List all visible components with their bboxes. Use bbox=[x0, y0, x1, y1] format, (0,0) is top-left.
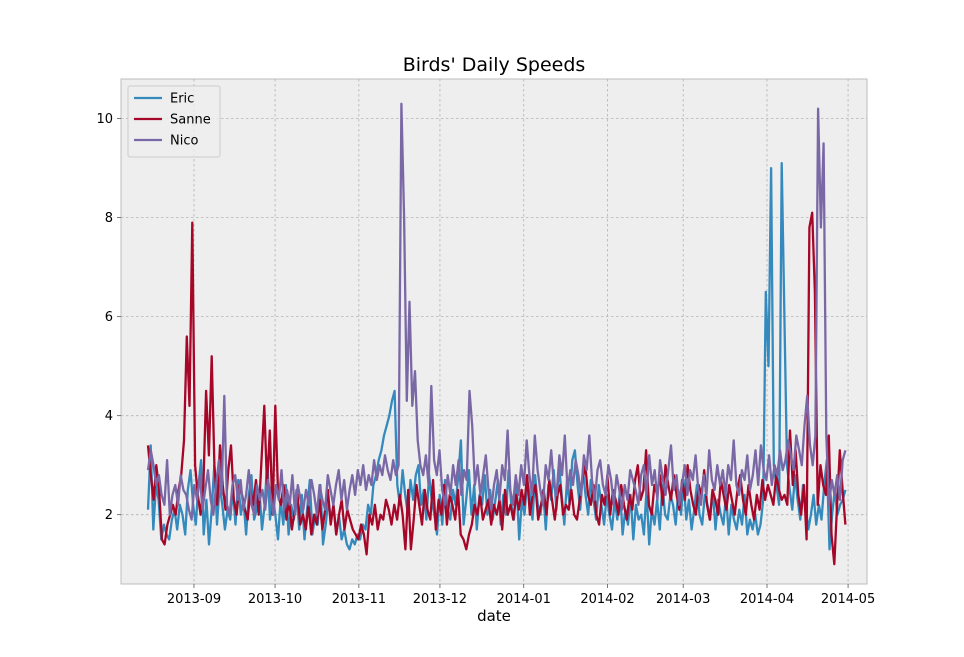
x-tick-label: 2013-12 bbox=[413, 592, 467, 607]
legend-label-eric: Eric bbox=[170, 92, 194, 107]
x-tick-label: 2014-02 bbox=[580, 592, 634, 607]
x-tick-label: 2014-03 bbox=[656, 592, 710, 607]
chart-title: Birds' Daily Speeds bbox=[403, 54, 586, 76]
legend-label-nico: Nico bbox=[170, 134, 198, 149]
y-tick-label: 6 bbox=[105, 310, 113, 325]
y-tick-label: 10 bbox=[96, 112, 113, 127]
x-axis: 2013-09 2013-10 2013-11 2013-12 2014-01 2014-… bbox=[167, 584, 875, 607]
y-tick-label: 8 bbox=[105, 211, 113, 226]
x-tick-label: 2013-09 bbox=[167, 592, 221, 607]
legend: Eric Sanne Nico bbox=[127, 85, 221, 158]
y-tick-label: 4 bbox=[105, 409, 113, 424]
y-axis: 2 4 6 8 10 bbox=[96, 112, 121, 523]
x-tick-label: 2014-05 bbox=[821, 592, 875, 607]
x-axis-label: date bbox=[477, 607, 511, 625]
series-layer bbox=[146, 102, 847, 566]
y-tick-label: 2 bbox=[105, 508, 113, 523]
series-line-sanne bbox=[146, 211, 847, 566]
legend-label-sanne: Sanne bbox=[170, 113, 211, 128]
x-tick-label: 2013-10 bbox=[248, 592, 302, 607]
x-tick-label: 2014-01 bbox=[497, 592, 551, 607]
x-tick-label: 2013-11 bbox=[332, 592, 386, 607]
series-line-nico bbox=[146, 102, 847, 521]
x-tick-label: 2014-04 bbox=[740, 592, 794, 607]
